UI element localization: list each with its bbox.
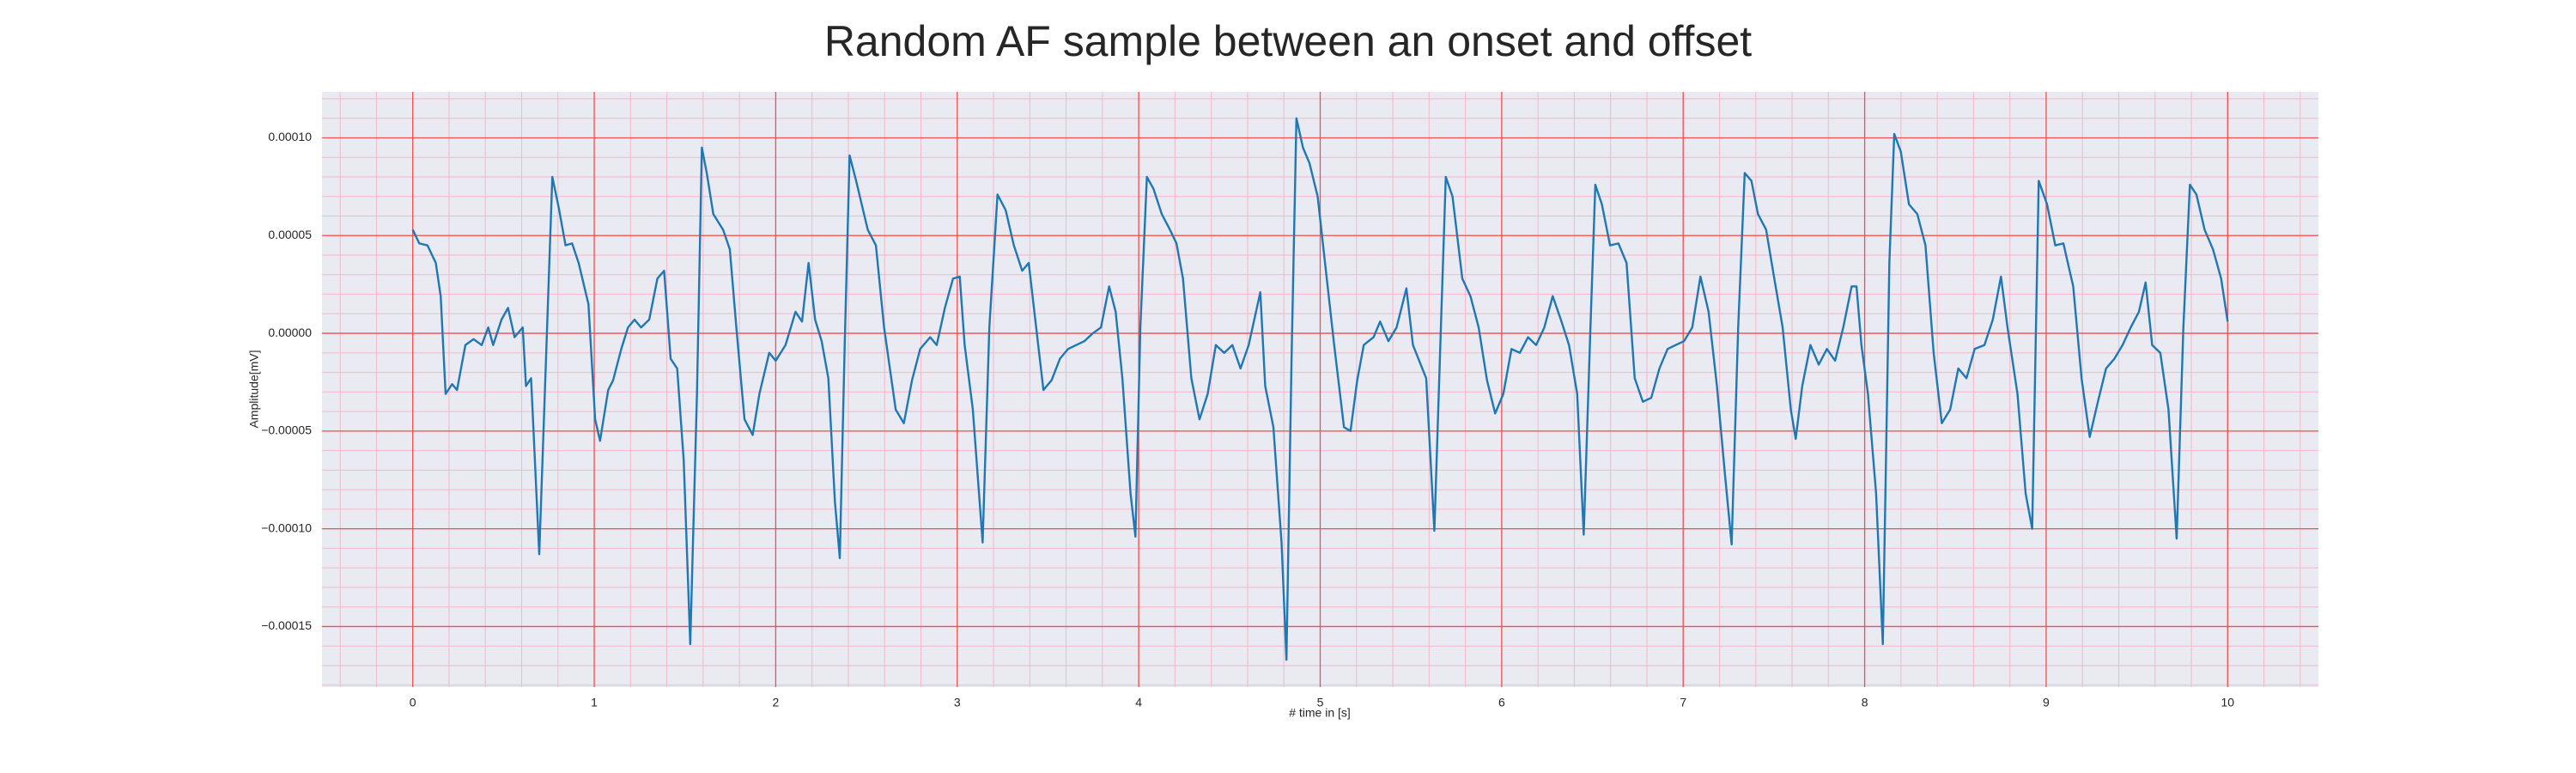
y-tick-label: 0.00000 xyxy=(268,326,312,339)
signal-line xyxy=(411,117,2229,661)
x-tick-label: 3 xyxy=(954,695,961,709)
x-axis-label: # time in [s] xyxy=(1289,706,1351,720)
y-axis-label: Amplitude[mV] xyxy=(247,350,261,428)
x-tick-label: 8 xyxy=(1862,695,1868,709)
chart-title: Random AF sample between an onset and of… xyxy=(824,17,1752,65)
x-tick-label: 7 xyxy=(1680,695,1686,709)
y-tick-label: −0.00005 xyxy=(261,423,312,437)
x-tick-label: 9 xyxy=(2043,695,2050,709)
x-tick-label: 5 xyxy=(1317,695,1324,709)
y-tick-label: 0.00005 xyxy=(268,228,312,241)
y-tick-label: −0.00010 xyxy=(261,520,312,534)
x-tick-label: 10 xyxy=(2221,695,2235,709)
y-tick-label: 0.00010 xyxy=(268,130,312,143)
y-tick-label: −0.00015 xyxy=(261,618,312,632)
x-tick-label: 0 xyxy=(410,695,416,709)
x-tick-label: 2 xyxy=(773,695,780,709)
x-tick-label: 1 xyxy=(591,695,598,709)
x-tick-label: 6 xyxy=(1498,695,1505,709)
x-tick-label: 4 xyxy=(1135,695,1142,709)
